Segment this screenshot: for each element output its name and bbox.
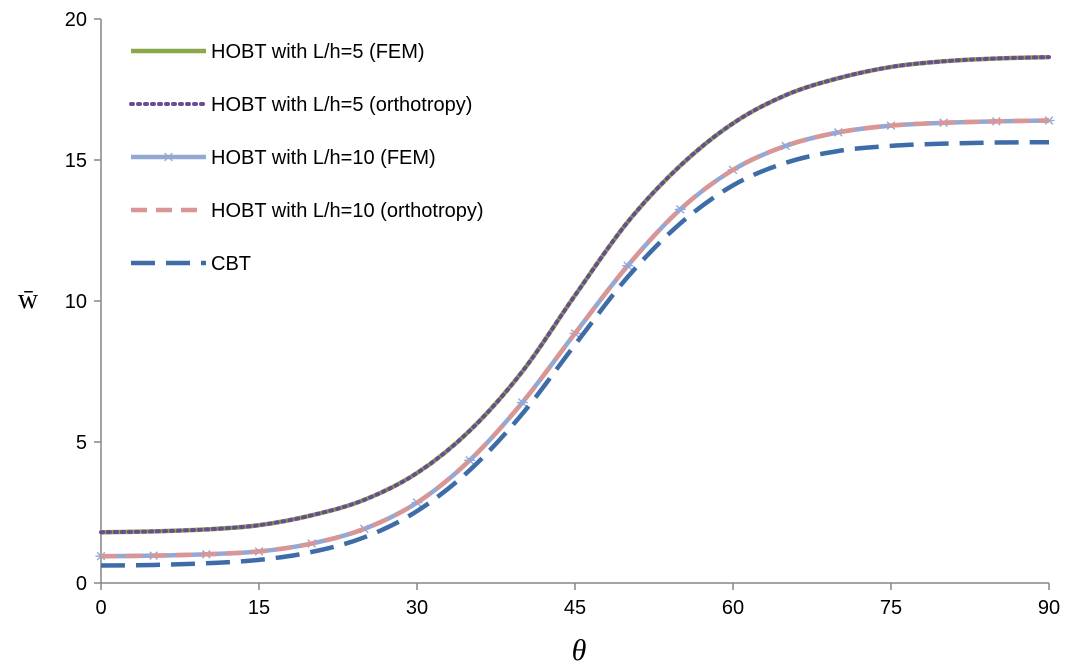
x-tick-label: 90 — [1038, 597, 1060, 619]
series-marker-stroke — [517, 398, 527, 407]
legend-label-5: CBT — [211, 253, 251, 275]
series-line-3 — [100, 118, 1050, 559]
y-tick-label: 10 — [65, 291, 87, 313]
legend-label-4: HOBT with L/h=10 (orthotropy) — [211, 200, 484, 222]
series-point-3 — [674, 205, 686, 214]
series-point-3 — [780, 141, 792, 151]
legend-label-1: HOBT with L/h=5 (FEM) — [211, 41, 425, 63]
legend-label-2: HOBT with L/h=5 (orthotropy) — [211, 94, 472, 116]
y-axis-title: w̄ — [18, 284, 39, 315]
legend: HOBT with L/h=5 (FEM) HOBT with L/h=5 (or… — [129, 41, 484, 275]
x-tick-label: 15 — [248, 597, 270, 619]
x-tick-label: 30 — [406, 597, 428, 619]
x-ticks: 0 15 30 45 60 75 90 — [95, 583, 1060, 619]
series-line-5 — [100, 139, 1050, 568]
y-ticks: 0 5 10 15 20 — [65, 9, 101, 595]
series-point-3 — [516, 398, 528, 407]
series-layer — [95, 54, 1055, 568]
x-tick-label: 0 — [95, 597, 106, 619]
legend-marker-3 — [163, 152, 174, 162]
series-marker-stroke — [164, 152, 173, 162]
y-tick-label: 20 — [65, 9, 87, 31]
legend-label-3: HOBT with L/h=10 (FEM) — [211, 147, 436, 169]
y-tick-label: 0 — [76, 573, 87, 595]
series-line-4 — [100, 118, 1050, 559]
series-marker-stroke — [781, 141, 791, 151]
x-tick-label: 45 — [564, 597, 586, 619]
y-tick-label: 15 — [65, 150, 87, 172]
series-marker-stroke — [675, 205, 685, 214]
y-tick-label: 5 — [76, 432, 87, 454]
x-tick-label: 60 — [722, 597, 744, 619]
x-tick-label: 75 — [880, 597, 902, 619]
x-axis-title: θ — [572, 634, 587, 667]
series-line-2 — [99, 55, 1051, 535]
